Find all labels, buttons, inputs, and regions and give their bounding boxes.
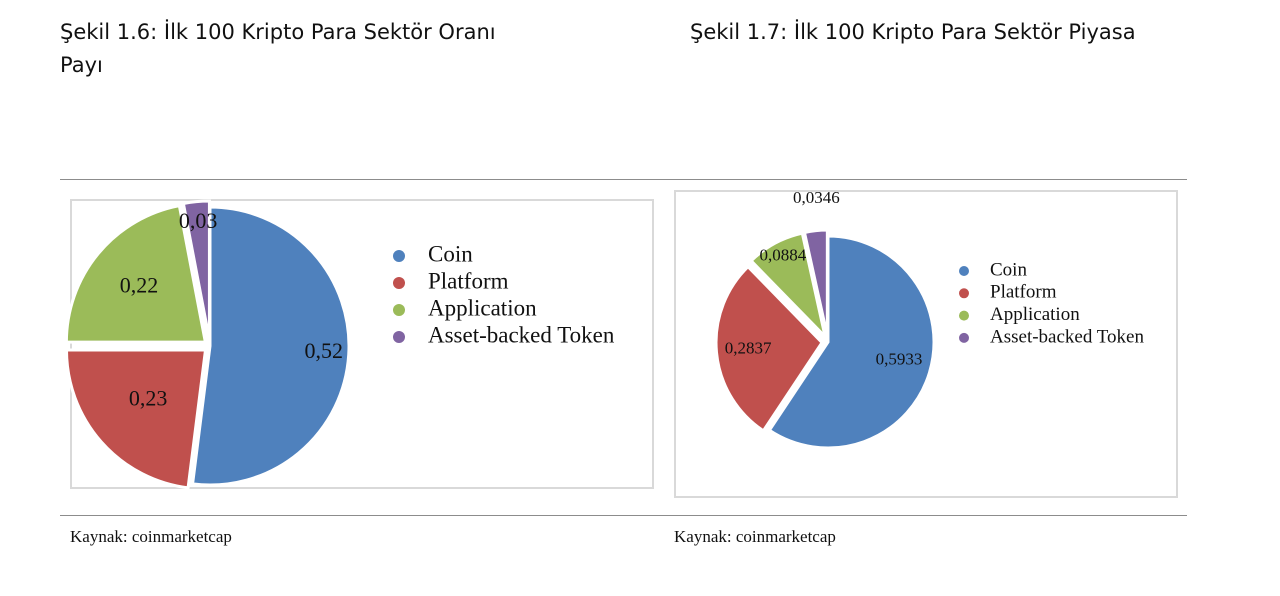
- data-label-asset-backed-token: 0,0346: [793, 188, 840, 207]
- figure-title-left: Şekil 1.6: İlk 100 Kripto Para Sektör Or…: [60, 20, 496, 77]
- table-top-rule: [60, 179, 1187, 180]
- legend-label-application: Application: [428, 295, 537, 320]
- pie-slice-platform: [714, 264, 824, 433]
- legend-marker-application: [959, 310, 969, 321]
- pie-slice-application: [749, 231, 828, 342]
- data-label-coin: 0,52: [305, 338, 344, 363]
- source-note-left: Kaynak: coinmarketcap: [70, 527, 232, 546]
- legend-label-coin: Coin: [990, 259, 1027, 280]
- legend-marker-coin: [959, 266, 969, 276]
- table-bottom-rule: [60, 515, 1187, 516]
- pie-chart-left: 0,52 0,23 0,22 0,03 CoinPlatformApplicationA…: [64, 199, 615, 490]
- legend-label-asset-backed-token: Asset-backed Token: [990, 326, 1144, 347]
- pie-chart-frame-left: 0,52 0,23 0,22 0,03 Coin Platform Application A…: [64, 199, 654, 490]
- pie-slice-asset-backed-token: [802, 228, 829, 337]
- source-note-right: Kaynak: coinmarketcap: [674, 527, 836, 546]
- data-label-platform: 0,2837: [725, 338, 772, 357]
- legend-label-application: Application: [990, 304, 1080, 325]
- data-label-asset-backed-token: 0,03: [179, 208, 218, 233]
- pie-slice-application: [64, 203, 208, 344]
- data-label-platform: 0,23: [129, 386, 168, 411]
- data-label-application: 0,22: [120, 272, 159, 297]
- legend-marker-platform: [393, 277, 405, 289]
- legend-label-coin: Coin: [428, 241, 473, 266]
- legend-marker-asset-backed-token: [393, 331, 405, 343]
- legend-label-platform: Platform: [428, 268, 509, 293]
- pie-slice-platform: [64, 348, 208, 490]
- legend-marker-asset-backed-token: [959, 332, 969, 343]
- legend-label-platform: Platform: [990, 282, 1057, 303]
- legend-marker-application: [393, 304, 405, 316]
- data-label-coin: 0,5933: [876, 349, 923, 368]
- figure-title-right: Şekil 1.7: İlk 100 Kripto Para Sektör Pi…: [690, 20, 1136, 44]
- legend-marker-coin: [393, 250, 405, 262]
- legend-label-asset-backed-token: Asset-backed Token: [428, 322, 615, 347]
- pie-slice-coin: [190, 205, 351, 487]
- pie-slice-coin: [767, 234, 936, 450]
- pie-chart-right: 0,5933 0,2837 0,0884 0,0346 CoinPlatformAppl…: [714, 188, 1144, 450]
- pie-slice-asset-backed-token: [181, 199, 211, 341]
- pie-chart-frame-right: 0,5933 0,2837 0,0884 0,0346 Coin Platform Appl…: [674, 188, 1178, 498]
- data-label-application: 0,0884: [759, 245, 806, 264]
- legend-marker-platform: [959, 288, 969, 299]
